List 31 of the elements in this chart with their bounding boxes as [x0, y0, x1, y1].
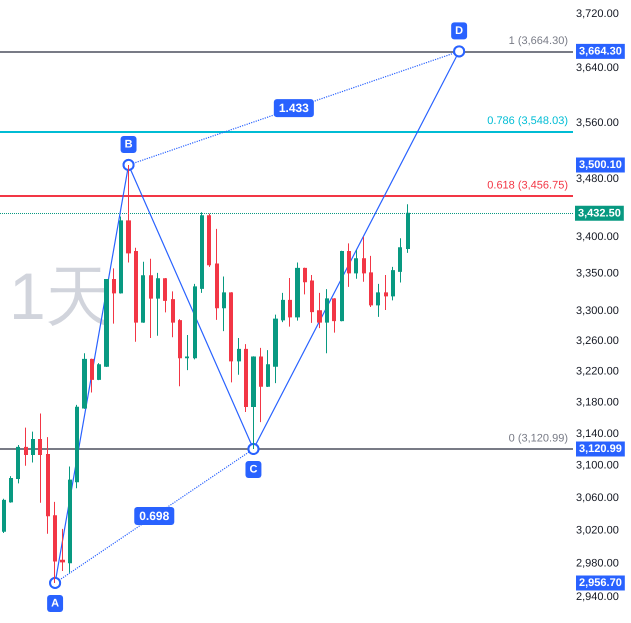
ref-line-label: 0.786 (3,548.03) [487, 114, 568, 127]
annotation: 0.698 [139, 508, 170, 523]
y-tick-label: 2,980.00 [576, 558, 619, 570]
data-label: C [249, 463, 258, 476]
y-tick-label: 3,060.00 [576, 492, 619, 504]
y-tick-label: 3,664.30 [579, 45, 622, 58]
y-tick-label: 3,400.00 [576, 230, 619, 243]
y-tick-label: 3,260.00 [576, 335, 619, 348]
ref-line-label: 0 (3,120.99) [508, 432, 568, 444]
y-tick-label: 2,956.70 [579, 576, 622, 589]
ref-line-label: 1 (3,664.30) [508, 34, 568, 47]
y-tick-label: 3,100.00 [576, 460, 619, 472]
annotation: 1.433 [278, 101, 310, 116]
ref-line-label: 3,432.50 [578, 207, 621, 220]
y-tick-label: 3,500.10 [579, 158, 622, 171]
y-tick-label: 3,220.00 [576, 366, 619, 378]
y-tick-label: 3,560.00 [576, 116, 619, 129]
y-tick-label: 3,120.99 [579, 442, 622, 455]
y-tick-label: 3,140.00 [576, 428, 619, 440]
y-tick-label: 3,350.00 [576, 268, 619, 280]
y-tick-label: 3,300.00 [576, 304, 619, 317]
data-label: D [455, 24, 464, 37]
data-label: B [124, 138, 133, 150]
ref-line-label: 0.618 (3,456.75) [487, 179, 568, 192]
y-tick-label: 3,640.00 [576, 62, 619, 74]
y-tick-label: 2,940.00 [576, 591, 619, 603]
y-tick-label: 3,180.00 [576, 396, 619, 409]
y-tick-label: 3,480.00 [576, 173, 619, 186]
data-label: A [51, 597, 60, 610]
y-tick-label: 3,720.00 [576, 8, 619, 20]
y-tick-label: 3,020.00 [576, 524, 619, 536]
